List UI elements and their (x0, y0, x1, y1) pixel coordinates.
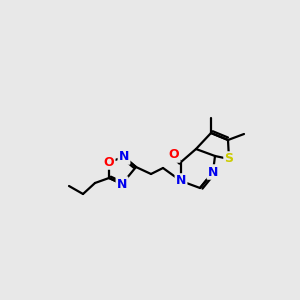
Text: N: N (117, 178, 127, 190)
Text: S: S (224, 152, 233, 166)
Text: O: O (104, 155, 114, 169)
Text: N: N (176, 175, 186, 188)
Text: O: O (169, 148, 179, 161)
Text: N: N (119, 151, 129, 164)
Text: N: N (208, 166, 218, 178)
